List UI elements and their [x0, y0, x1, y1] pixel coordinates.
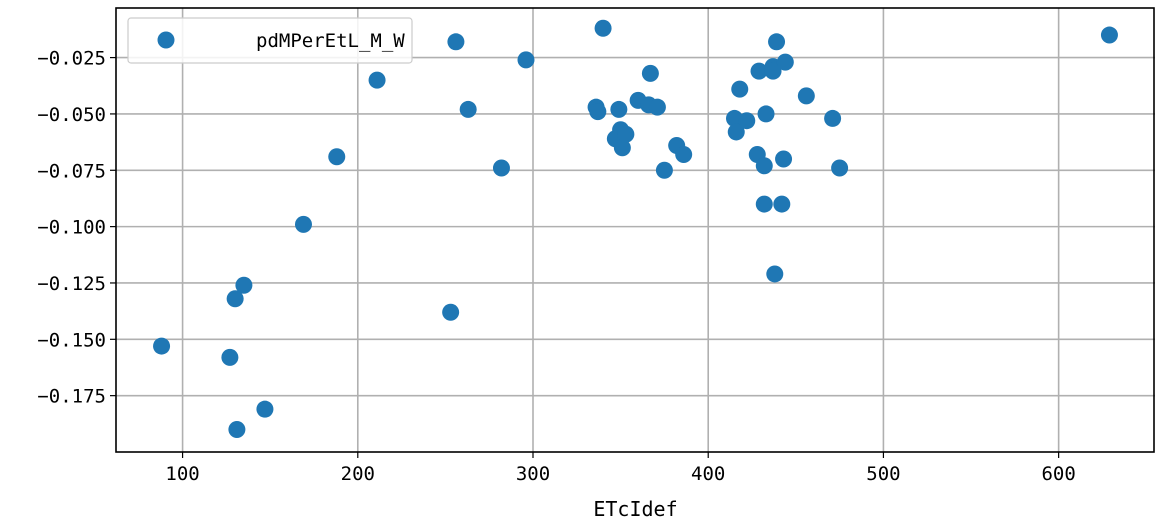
data-point	[755, 157, 773, 175]
data-point	[256, 400, 274, 418]
y-tick-label: −0.075	[37, 160, 106, 182]
x-tick-label: 500	[866, 463, 900, 485]
data-point	[228, 420, 246, 438]
data-point	[768, 33, 786, 51]
y-tick-label: −0.050	[37, 104, 106, 126]
legend-marker	[157, 31, 175, 49]
x-axis-label: ETcIdef	[593, 497, 677, 521]
x-tick-label: 300	[516, 463, 550, 485]
y-tick-label: −0.150	[37, 329, 106, 351]
data-point	[775, 150, 793, 168]
data-point	[773, 195, 791, 213]
data-point	[757, 105, 775, 123]
data-point	[766, 265, 784, 283]
x-tick-label: 400	[691, 463, 725, 485]
axis-ticks: 100 200 300 400 500 600 −0.025 −0.050 −0.075 −0.1…	[37, 48, 1075, 485]
y-tick-label: −0.100	[37, 217, 106, 239]
data-point	[727, 123, 745, 141]
data-point	[589, 103, 607, 121]
data-point	[731, 80, 749, 98]
data-point	[594, 19, 612, 37]
data-point	[755, 195, 773, 213]
x-tick-label: 600	[1041, 463, 1075, 485]
data-point	[447, 33, 465, 51]
data-point	[738, 112, 756, 130]
data-point	[1100, 26, 1118, 44]
legend: pdMPerEtL_M_W	[127, 17, 413, 64]
data-point	[764, 62, 782, 80]
data-point	[641, 64, 659, 82]
data-point	[226, 290, 244, 308]
grid-lines	[116, 8, 1155, 452]
data-point	[368, 71, 386, 89]
y-tick-label: −0.025	[37, 48, 106, 70]
y-tick-label: −0.175	[37, 386, 106, 408]
data-point	[675, 145, 693, 163]
data-point	[221, 348, 239, 366]
data-point	[294, 215, 312, 233]
x-tick-label: 200	[341, 463, 375, 485]
data-point	[459, 100, 477, 118]
data-point	[655, 161, 673, 179]
data-point	[750, 62, 768, 80]
legend-box	[127, 17, 413, 64]
data-point	[776, 53, 794, 71]
y-tick-label: −0.125	[37, 273, 106, 295]
data-point	[831, 159, 849, 177]
data-point	[517, 51, 535, 69]
data-point	[797, 87, 815, 105]
x-tick-label: 100	[165, 463, 199, 485]
data-point	[153, 337, 171, 355]
data-point	[492, 159, 510, 177]
data-point	[328, 148, 346, 166]
data-point	[610, 100, 628, 118]
data-point	[613, 139, 631, 157]
data-point	[442, 303, 460, 321]
data-point	[648, 98, 666, 116]
data-point	[824, 109, 842, 127]
plot-frame	[115, 7, 1155, 453]
data-points	[153, 19, 1118, 438]
data-point	[617, 125, 635, 143]
data-point	[235, 276, 253, 294]
legend-label: pdMPerEtL_M_W	[256, 30, 405, 52]
